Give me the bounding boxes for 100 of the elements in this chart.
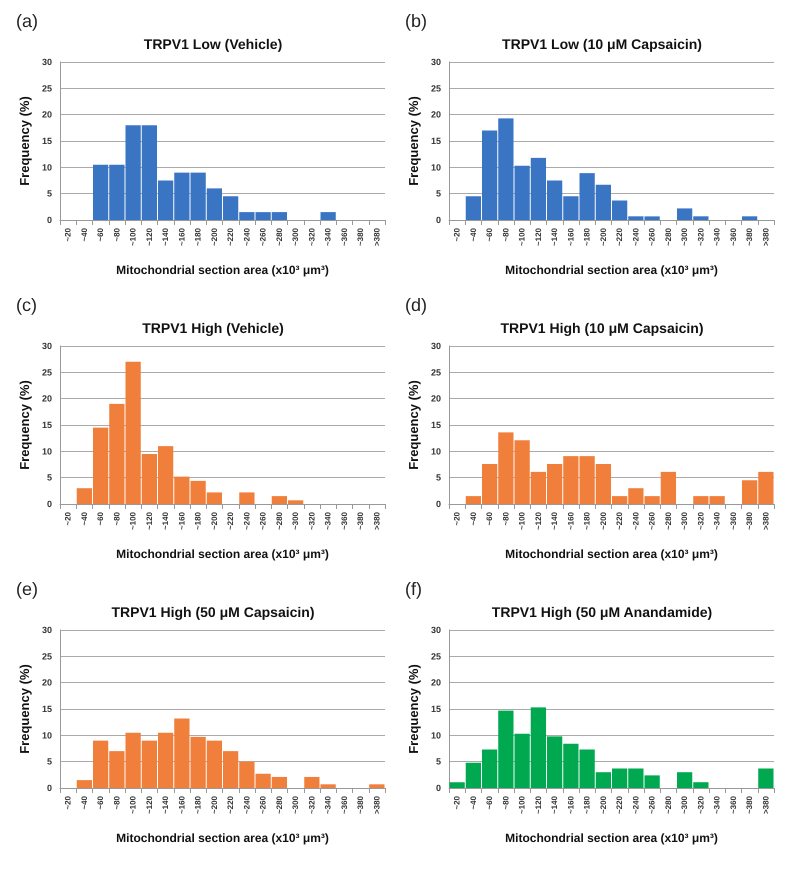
x-tick-label: ~120: [144, 227, 154, 246]
x-tick-label: ~240: [242, 511, 252, 530]
y-axis-title: Frequency (%): [17, 664, 32, 754]
x-tick-label: ~300: [680, 795, 690, 814]
x-tick-label: ~380: [356, 511, 366, 530]
x-tick-label: ~60: [485, 511, 494, 526]
x-tick-label: ~220: [226, 227, 236, 246]
x-tick-label: ~260: [258, 227, 268, 246]
x-tick-label: ~380: [356, 795, 366, 814]
y-tick-label: 30: [430, 625, 441, 635]
y-axis-title: Frequency (%): [17, 380, 32, 470]
y-axis-title: Frequency (%): [17, 96, 32, 186]
bar: [742, 216, 758, 220]
x-tick-label: >380: [761, 227, 770, 246]
chart-title: TRPV1 High (Vehicle): [142, 320, 284, 336]
x-tick-label: ~220: [615, 795, 624, 814]
x-axis-title: Mitochondrial section area (x10³ μm³): [116, 263, 329, 277]
x-tick-label: ~100: [128, 227, 138, 246]
y-tick-label: 10: [42, 162, 52, 172]
x-tick-label: ~340: [324, 227, 333, 246]
x-tick-label: ~300: [680, 511, 690, 530]
x-tick-label: ~380: [356, 227, 366, 246]
y-tick-label: 0: [46, 783, 52, 793]
x-tick-label: ~20: [64, 795, 73, 810]
x-tick-label: ~160: [566, 795, 576, 814]
x-tick-label: ~20: [64, 227, 73, 242]
y-tick-label: 15: [42, 704, 52, 714]
x-tick-label: ~60: [96, 511, 106, 526]
x-tick-label: ~40: [80, 227, 89, 242]
x-tick-label: ~360: [728, 511, 738, 530]
y-tick-label: 15: [42, 420, 52, 430]
y-tick-label: 0: [46, 215, 52, 225]
text: (a): [16, 11, 38, 31]
x-tick-label: ~360: [728, 795, 738, 814]
x-axis-title: Mitochondrial section area (x10³ μm³): [505, 547, 718, 561]
x-axis-title: Mitochondrial section area (x10³ μm³): [505, 263, 718, 277]
x-tick-label: >380: [372, 511, 382, 530]
x-tick-label: ~340: [712, 227, 722, 246]
x-tick-label: ~200: [598, 795, 608, 814]
x-tick-label: ~80: [501, 511, 510, 526]
x-tick-label: ~180: [194, 227, 203, 246]
y-tick-label: 5: [46, 188, 52, 199]
y-tick-label: 25: [42, 651, 52, 662]
x-tick-label: ~240: [631, 511, 640, 530]
x-tick-label: ~120: [534, 795, 543, 814]
x-tick-label: ~340: [712, 511, 722, 530]
x-tick-label: ~160: [177, 227, 186, 246]
x-tick-label: ~300: [291, 511, 300, 530]
x-tick-label: ~260: [648, 795, 657, 814]
bar: [369, 784, 385, 788]
y-tick-label: 20: [430, 110, 441, 120]
x-axis-title: Mitochondrial section area (x10³ μm³): [116, 547, 329, 561]
x-tick-label: ~140: [550, 511, 560, 530]
x-tick-label: ~240: [242, 227, 252, 246]
x-tick-label: ~100: [518, 227, 527, 246]
y-axis-title: Frequency (%): [406, 96, 422, 186]
x-tick-label: ~380: [745, 511, 754, 530]
x-tick-label: ~260: [648, 227, 657, 246]
x-tick-label: ~140: [161, 511, 170, 530]
y-tick-label: 25: [430, 651, 441, 662]
x-tick-label: ~60: [96, 795, 106, 810]
x-tick-label: ~140: [161, 795, 170, 814]
x-tick-label: ~280: [664, 227, 673, 246]
y-tick-label: 20: [42, 678, 52, 688]
x-tick-label: ~100: [128, 511, 138, 530]
x-tick-label: ~40: [80, 795, 89, 810]
x-tick-label: ~40: [468, 511, 478, 526]
x-tick-label: >380: [761, 511, 770, 530]
x-tick-label: ~340: [712, 795, 722, 814]
x-tick-label: ~200: [598, 511, 608, 530]
y-tick-label: 30: [42, 341, 52, 351]
x-tick-label: ~180: [582, 227, 592, 246]
x-tick-label: ~140: [550, 795, 560, 814]
x-tick-label: ~200: [210, 795, 219, 814]
chart-title: TRPV1 Low (10 μM Capsaicin): [502, 36, 702, 52]
x-tick-label: ~320: [696, 227, 706, 246]
x-tick-label: ~380: [745, 795, 754, 814]
x-tick-label: ~300: [680, 227, 690, 246]
x-tick-label: ~220: [226, 511, 236, 530]
x-tick-label: ~220: [615, 227, 624, 246]
x-tick-label: ~160: [566, 511, 576, 530]
x-tick-label: ~240: [242, 795, 252, 814]
chart-title: TRPV1 High (50 μM Capsaicin): [111, 604, 315, 620]
y-tick-label: 30: [42, 57, 52, 67]
x-tick-label: ~80: [501, 795, 510, 810]
y-tick-label: 10: [430, 162, 441, 172]
x-tick-label: ~140: [550, 227, 560, 246]
x-tick-label: ~200: [210, 227, 219, 246]
x-tick-label: ~320: [307, 511, 316, 530]
x-tick-label: ~60: [485, 795, 494, 810]
bar: [239, 492, 255, 504]
x-tick-label: ~180: [194, 511, 203, 530]
x-tick-label: >380: [372, 795, 382, 814]
x-tick-label: ~320: [307, 227, 316, 246]
x-tick-label: ~220: [615, 511, 624, 530]
x-tick-label: >380: [372, 227, 382, 246]
x-tick-label: ~100: [128, 795, 138, 814]
x-tick-label: ~200: [210, 511, 219, 530]
y-tick-label: 25: [42, 83, 52, 94]
y-tick-label: 15: [42, 136, 52, 146]
